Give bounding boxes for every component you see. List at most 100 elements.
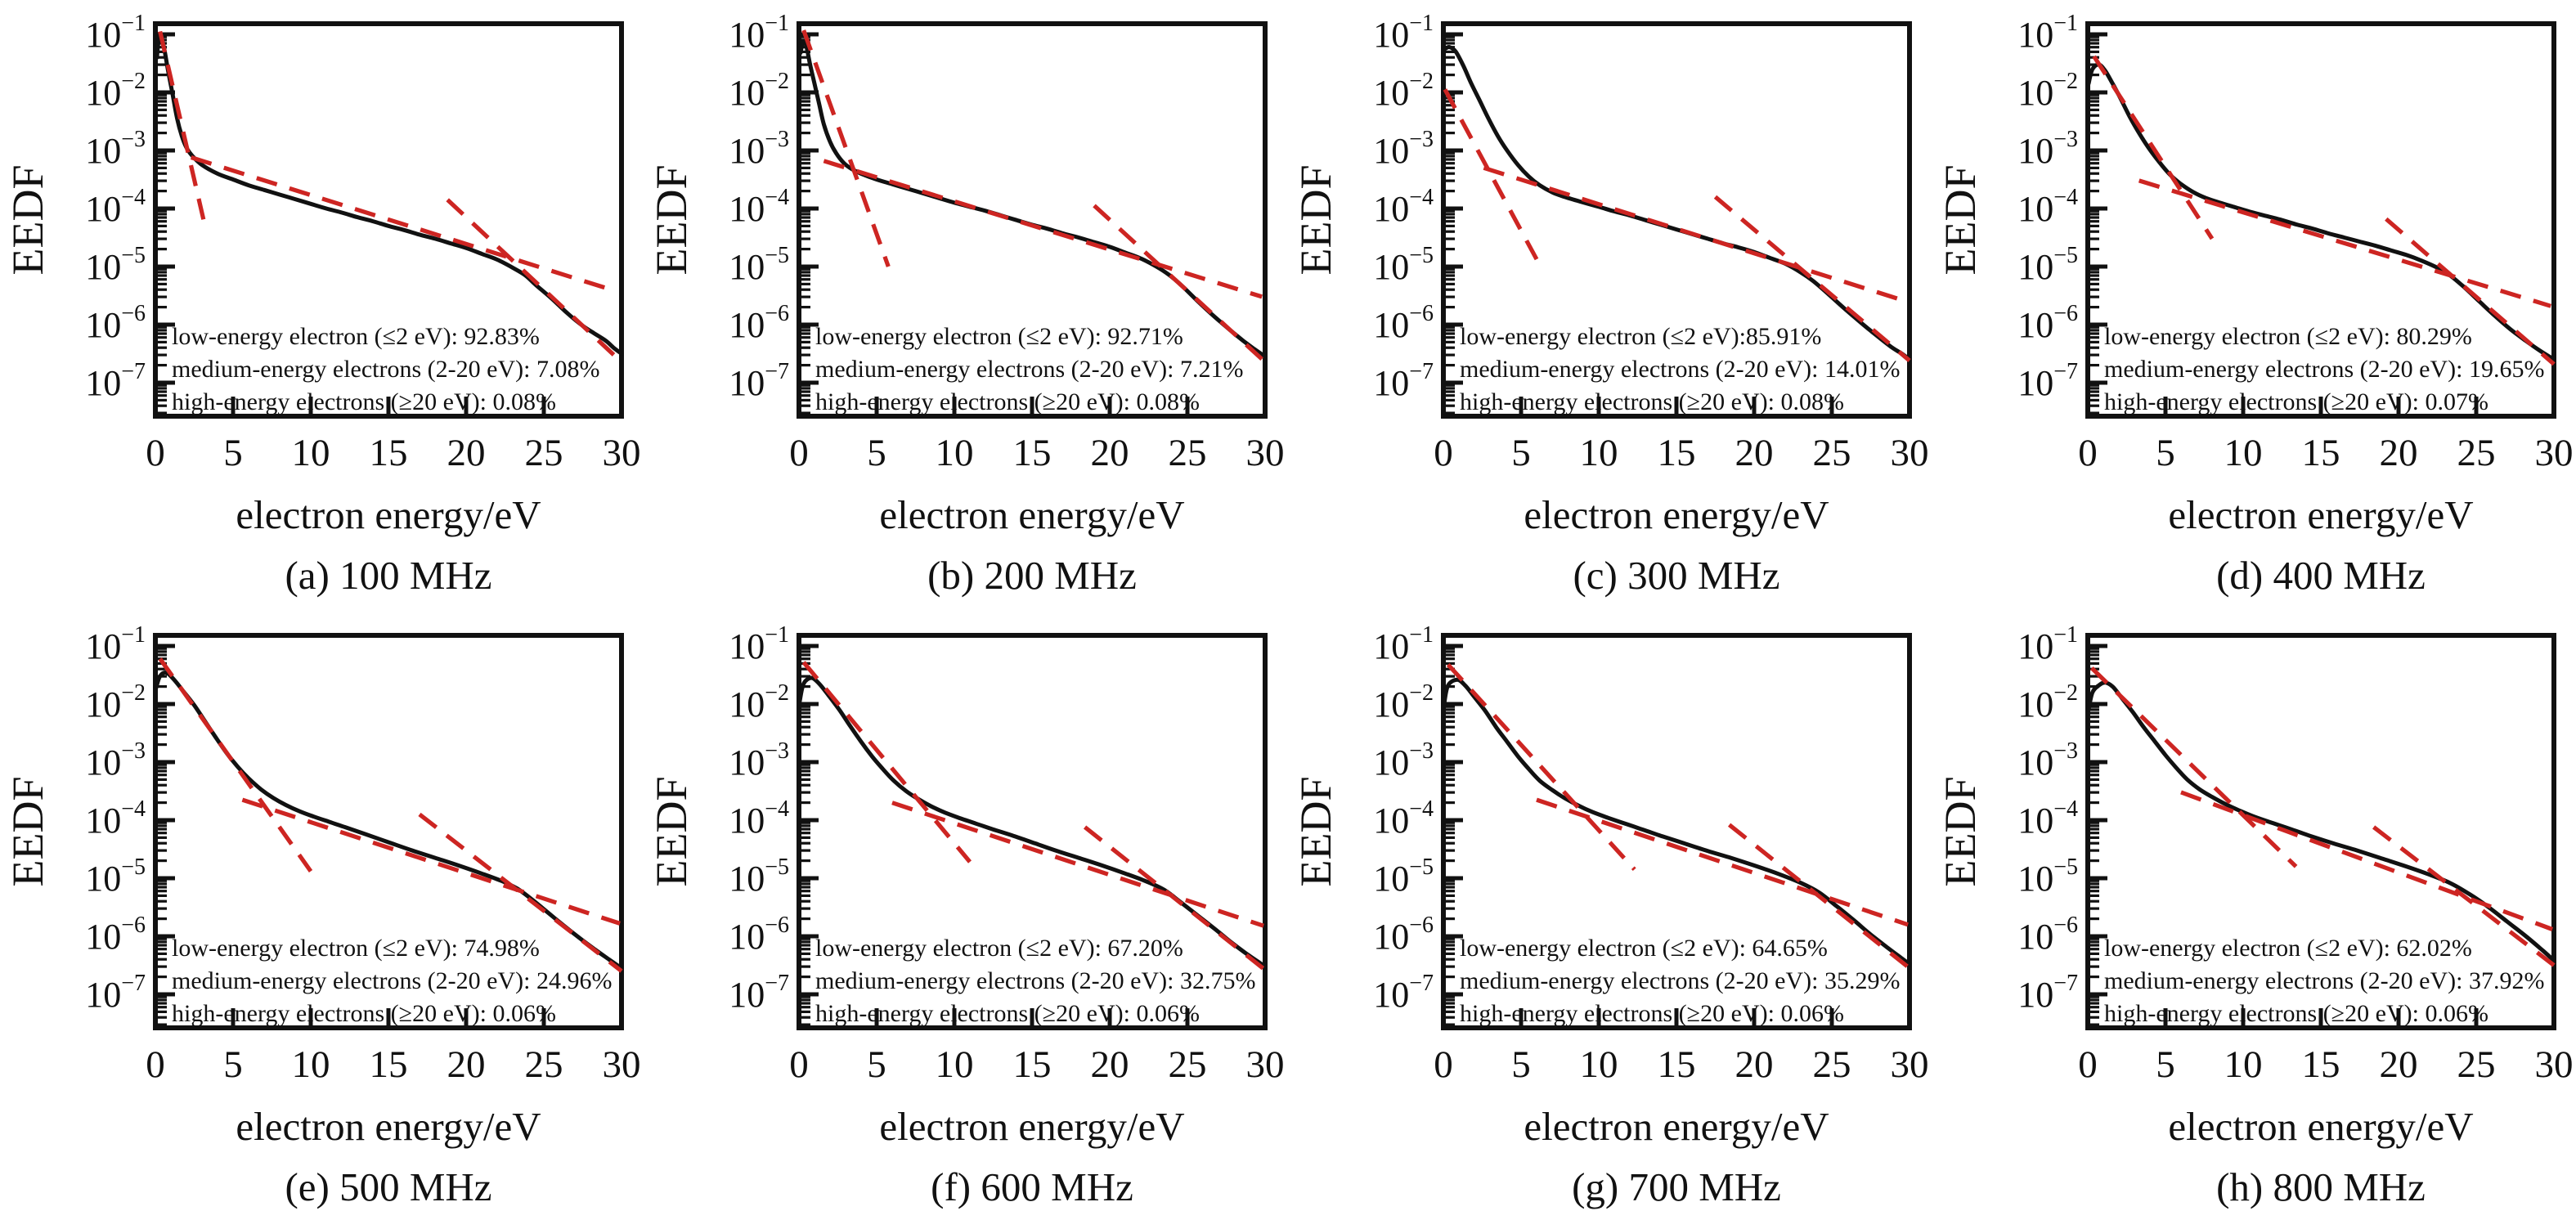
x-tick-label: 5 (867, 1043, 886, 1086)
x-tick-label: 5 (223, 432, 243, 474)
x-tick-label: 30 (2535, 432, 2574, 474)
eedf-curve (155, 34, 624, 356)
y-tick-label: 10−1 (729, 11, 789, 55)
annotation-line-high: high-energy electrons (≥20 eV): 0.08% (1460, 388, 1844, 415)
y-tick-label: 10−3 (729, 127, 789, 171)
x-tick-label: 25 (1813, 432, 1851, 474)
subplot-c-chart: 10−1 10−2 10−3 10−4 10−5 10−6 10−70 5 10 15 20 25 30… (1291, 11, 1929, 598)
annotation-line-medium: medium-energy electrons (2-20 eV): 7.08% (172, 356, 599, 383)
fit-line-high-energy (446, 198, 622, 362)
x-tick-label: 5 (1511, 1043, 1531, 1086)
annotation-line-high: high-energy electrons (≥20 eV): 0.08% (815, 388, 1200, 415)
x-tick-label: 15 (1658, 1043, 1696, 1086)
x-tick-label: 5 (2156, 1043, 2175, 1086)
annotation-line-low: low-energy electron (≤2 eV): 74.98% (172, 935, 540, 962)
y-tick-label: 10−5 (85, 243, 146, 287)
y-tick-label: 10−7 (85, 359, 146, 403)
fit-line-high-energy (418, 812, 623, 973)
x-tick-label: 25 (1169, 432, 1207, 474)
annotation-line-low: low-energy electron (≤2 eV):85.91% (1460, 323, 1821, 350)
annotation-line-medium: medium-energy electrons (2-20 eV): 35.29… (1460, 967, 1900, 994)
x-tick-label: 20 (1735, 432, 1774, 474)
subplot-caption-e: (e) 500 MHz (285, 1164, 491, 1209)
fit-line-medium-energy (891, 801, 1264, 928)
x-tick-label: 15 (2302, 1043, 2340, 1086)
annotation-line-low: low-energy electron (≤2 eV): 62.02% (2104, 935, 2472, 962)
annotation-line-high: high-energy electrons (≥20 eV): 0.07% (2104, 388, 2488, 415)
x-tick-label: 0 (789, 1043, 809, 1086)
y-tick-label: 10−5 (85, 854, 146, 899)
y-axis-label: EEDF (1291, 777, 1340, 887)
y-tick-label: 10−6 (729, 913, 789, 957)
x-tick-label: 20 (2380, 1043, 2418, 1086)
fit-line-high-energy (1727, 823, 1911, 971)
x-tick-label: 10 (2224, 432, 2263, 474)
subplot-f-panel: 10−1 10−2 10−3 10−4 10−5 10−6 10−7 0 5 10 15 20 25 30… (644, 615, 1287, 1229)
subplot-d-panel: 10−1 10−2 10−3 10−4 10−5 10−6 10−7 0 5 10 15 20 25 30… (1932, 3, 2576, 617)
subplot-caption-a: (a) 100 MHz (285, 553, 491, 598)
annotation-line-low: low-energy electron (≤2 eV): 92.83% (172, 323, 540, 350)
subplot-c-panel: 10−1 10−2 10−3 10−4 10−5 10−6 10−7 0 5 10 15 20 25 30… (1288, 3, 1932, 617)
annotation-line-medium: medium-energy electrons (2-20 eV): 19.65… (2104, 356, 2544, 383)
x-tick-label: 10 (2224, 1043, 2263, 1086)
subplot-h-panel: 10−1 10−2 10−3 10−4 10−5 10−6 10−7 0 5 10 15 20 25 30… (1932, 615, 2576, 1229)
y-tick-label: 10−1 (85, 622, 146, 666)
eedf-curve (2086, 62, 2556, 362)
subplot-caption-h: (h) 800 MHz (2216, 1164, 2426, 1209)
annotation-line-medium: medium-energy electrons (2-20 eV): 14.01… (1460, 356, 1900, 383)
subplot-d-chart: 10−1 10−2 10−3 10−4 10−5 10−6 10−70 5 10 15 20 25 30… (1936, 11, 2574, 598)
axes-ticks (155, 644, 546, 1028)
y-tick-label: 10−1 (729, 622, 789, 666)
y-tick-label: 10−6 (1373, 913, 1434, 957)
annotation-line-high: high-energy electrons (≥20 eV): 0.06% (2104, 1000, 2488, 1027)
y-tick-label: 10−3 (2017, 738, 2078, 783)
y-tick-label: 10−3 (729, 738, 789, 783)
axes-ticks (2088, 32, 2479, 416)
x-tick-label: 5 (2156, 432, 2175, 474)
x-tick-label: 20 (447, 432, 486, 474)
fit-line-high-energy (1083, 825, 1267, 972)
y-axis-label: EEDF (1936, 165, 1985, 276)
annotation-line-low: low-energy electron (≤2 eV): 67.20% (815, 935, 1183, 962)
subplot-caption-b: (b) 200 MHz (927, 553, 1137, 598)
subplot-h-chart: 10−1 10−2 10−3 10−4 10−5 10−6 10−70 5 10 15 20 25 30… (1936, 622, 2574, 1209)
x-axis-label: electron energy/eV (236, 1104, 541, 1149)
eedf-curve (154, 671, 624, 971)
x-tick-label: 10 (936, 1043, 974, 1086)
subplot-caption-g: (g) 700 MHz (1572, 1164, 1781, 1209)
x-tick-label: 10 (1580, 1043, 1618, 1086)
x-axis-label: electron energy/eV (879, 492, 1184, 537)
eedf-curve (798, 39, 1268, 359)
subplot-f-chart: 10−1 10−2 10−3 10−4 10−5 10−6 10−70 5 10 15 20 25 30… (647, 622, 1285, 1209)
x-tick-label: 15 (1013, 432, 1052, 474)
annotation-line-high: high-energy electrons (≥20 eV): 0.06% (172, 1000, 556, 1027)
subplot-caption-c: (c) 300 MHz (1573, 553, 1779, 598)
y-tick-label: 10−2 (729, 69, 789, 113)
annotation-line-high: high-energy electrons (≥20 eV): 0.06% (1460, 1000, 1844, 1027)
x-tick-label: 25 (1813, 1043, 1851, 1086)
y-tick-label: 10−6 (2017, 913, 2078, 957)
annotation-line-medium: medium-energy electrons (2-20 eV): 24.96… (172, 967, 612, 994)
axes-ticks (1443, 644, 1834, 1028)
x-tick-label: 30 (1246, 1043, 1285, 1086)
annotation-line-high: high-energy electrons (≥20 eV): 0.08% (172, 388, 556, 415)
y-axis-label: EEDF (3, 165, 52, 276)
x-axis-label: electron energy/eV (236, 492, 541, 537)
y-tick-label: 10−2 (1373, 69, 1434, 113)
y-tick-label: 10−6 (2017, 301, 2078, 345)
eedf-curve (1443, 45, 1912, 362)
y-tick-label: 10−4 (85, 796, 146, 841)
x-axis-label: electron energy/eV (2168, 1104, 2473, 1149)
x-tick-label: 0 (146, 432, 165, 474)
axes-ticks (1443, 32, 1834, 416)
axes-ticks (799, 644, 1190, 1028)
fit-line-low-energy (2092, 55, 2215, 240)
x-tick-label: 15 (2302, 432, 2340, 474)
y-tick-label: 10−6 (85, 913, 146, 957)
y-tick-label: 10−4 (85, 185, 146, 229)
subplot-caption-f: (f) 600 MHz (931, 1164, 1133, 1209)
x-axis-label: electron energy/eV (1524, 1104, 1829, 1149)
x-tick-label: 25 (2457, 1043, 2496, 1086)
y-tick-label: 10−5 (1373, 854, 1434, 899)
